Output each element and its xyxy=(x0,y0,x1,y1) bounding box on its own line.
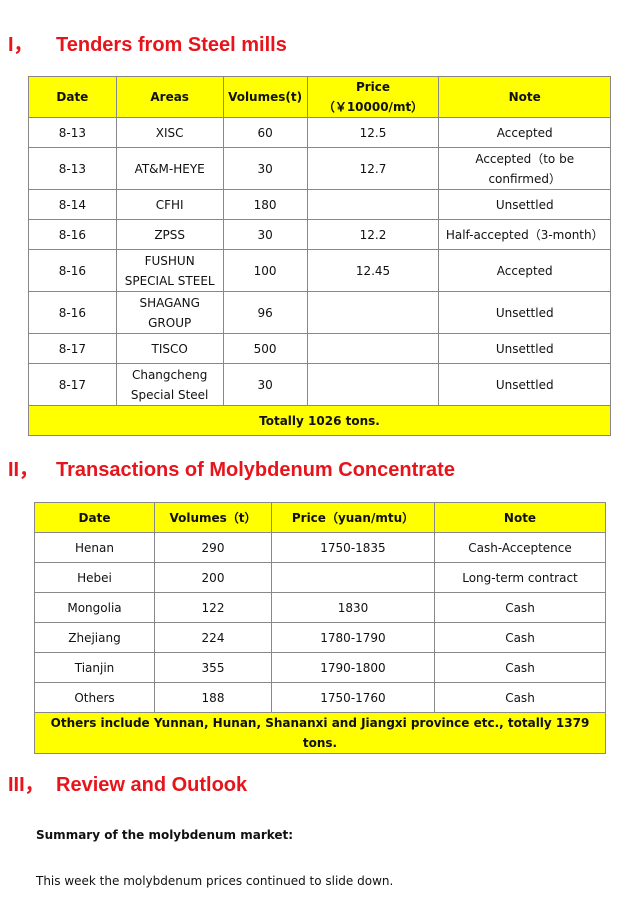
table-cell: 96 xyxy=(222,291,308,334)
table-row: Henan 290 1750-1835 Cash-Acceptence xyxy=(34,532,606,563)
total-row: Others include Yunnan, Hunan, Shananxi a… xyxy=(34,712,606,754)
table-cell: 8-13 xyxy=(28,147,117,190)
table-cell: 1750-1760 xyxy=(271,682,435,713)
table-cell: Accepted xyxy=(438,249,611,292)
column-header: Price（yuan/mtu） xyxy=(271,502,435,533)
table-cell: SHAGANG GROUP xyxy=(115,291,224,334)
table-cell: 60 xyxy=(222,117,308,148)
table-cell: Tianjin xyxy=(34,652,155,683)
table-cell: 8-16 xyxy=(28,291,117,334)
table-cell: 30 xyxy=(222,363,308,406)
table-row: 8-17 TISCO 500 Unsettled xyxy=(28,333,611,364)
table-row: 8-16 ZPSS 30 12.2 Half-accepted（3-month） xyxy=(28,219,611,250)
table-cell: Unsettled xyxy=(438,363,611,406)
table-cell: Cash-Acceptence xyxy=(434,532,606,563)
table-cell: Others xyxy=(34,682,155,713)
table-cell xyxy=(306,363,440,406)
column-header: Note xyxy=(434,502,606,533)
table-cell: CFHI xyxy=(115,189,224,220)
table-cell: 12.2 xyxy=(306,219,440,250)
table-row: 8-14 CFHI 180 Unsettled xyxy=(28,189,611,220)
table-cell: 12.45 xyxy=(306,249,440,292)
table-cell: Zhejiang xyxy=(34,622,155,653)
table-cell: Cash xyxy=(434,652,606,683)
table-cell: 12.7 xyxy=(306,147,440,190)
table-cell: Accepted（to be confirmed） xyxy=(438,147,611,190)
table-cell: 355 xyxy=(154,652,272,683)
table-row: 8-16 FUSHUN SPECIAL STEEL 100 12.45 Accepted xyxy=(28,249,611,292)
table-cell: Unsettled xyxy=(438,333,611,364)
table-cell: 224 xyxy=(154,622,272,653)
table-cell: 100 xyxy=(222,249,308,292)
table-cell: Changcheng Special Steel xyxy=(115,363,224,406)
column-header: Date xyxy=(28,76,117,118)
column-header: Volumes（t） xyxy=(154,502,272,533)
table-row: 8-16 SHAGANG GROUP 96 Unsettled xyxy=(28,291,611,334)
table-cell: Unsettled xyxy=(438,189,611,220)
table-cell: Accepted xyxy=(438,117,611,148)
table-row: Hebei 200 Long-term contract xyxy=(34,562,606,593)
table-cell: 1790-1800 xyxy=(271,652,435,683)
table-cell: Hebei xyxy=(34,562,155,593)
table-cell: Unsettled xyxy=(438,291,611,334)
table-cell: 122 xyxy=(154,592,272,623)
table-row: Mongolia 122 1830 Cash xyxy=(34,592,606,623)
total-row: Totally 1026 tons. xyxy=(28,405,611,436)
table-cell: 1750-1835 xyxy=(271,532,435,563)
column-header: Note xyxy=(438,76,611,118)
table-cell xyxy=(306,189,440,220)
table-cell: 8-14 xyxy=(28,189,117,220)
column-header: Volumes(t) xyxy=(222,76,308,118)
table-cell: 200 xyxy=(154,562,272,593)
table-cell: Henan xyxy=(34,532,155,563)
table-cell: XISC xyxy=(115,117,224,148)
table-cell: 1780-1790 xyxy=(271,622,435,653)
total-cell: Totally 1026 tons. xyxy=(28,405,611,436)
table-cell: Long-term contract xyxy=(434,562,606,593)
total-cell: Others include Yunnan, Hunan, Shananxi a… xyxy=(34,712,606,754)
table-cell: 1830 xyxy=(271,592,435,623)
table-cell: 8-16 xyxy=(28,249,117,292)
table-cell: Mongolia xyxy=(34,592,155,623)
table-row: 8-13 AT&M-HEYE 30 12.7 Accepted（to be confir… xyxy=(28,147,611,190)
table-row: 8-13 XISC 60 12.5 Accepted xyxy=(28,117,611,148)
table-cell xyxy=(271,562,435,593)
table-cell: 290 xyxy=(154,532,272,563)
section-1-heading: I， Tenders from Steel mills xyxy=(8,34,287,56)
steel-mills-tenders-table: Date Areas Volumes(t) Price（￥10000/mt） Note … xyxy=(28,76,611,436)
table-cell xyxy=(306,333,440,364)
section-3-heading: III， Review and Outlook xyxy=(8,774,248,796)
table-cell: Cash xyxy=(434,622,606,653)
summary-label: Summary of the molybdenum market: xyxy=(36,828,294,842)
table-cell: 500 xyxy=(222,333,308,364)
table-cell: 180 xyxy=(222,189,308,220)
table-cell: 30 xyxy=(222,219,308,250)
molybdenum-transactions-table: Date Volumes（t） Price（yuan/mtu） Note Henan 2… xyxy=(34,502,606,754)
table-cell: FUSHUN SPECIAL STEEL xyxy=(115,249,224,292)
table-cell: 8-13 xyxy=(28,117,117,148)
table-cell: Half-accepted（3-month） xyxy=(438,219,611,250)
table-cell: 12.5 xyxy=(306,117,440,148)
table-cell: 188 xyxy=(154,682,272,713)
table-cell: 8-17 xyxy=(28,363,117,406)
table-cell: TISCO xyxy=(115,333,224,364)
column-header: Price（￥10000/mt） xyxy=(306,76,440,118)
table-row: Tianjin 355 1790-1800 Cash xyxy=(34,652,606,683)
table-cell: 8-16 xyxy=(28,219,117,250)
table-cell xyxy=(306,291,440,334)
table-row: Zhejiang 224 1780-1790 Cash xyxy=(34,622,606,653)
table-row: Others 188 1750-1760 Cash xyxy=(34,682,606,713)
summary-text: This week the molybdenum prices continue… xyxy=(36,874,394,888)
table-cell: AT&M-HEYE xyxy=(115,147,224,190)
table-cell: Cash xyxy=(434,592,606,623)
table-row: 8-17 Changcheng Special Steel 30 Unsettled xyxy=(28,363,611,406)
column-header: Date xyxy=(34,502,155,533)
section-2-heading: II， Transactions of Molybdenum Concentrat… xyxy=(8,459,455,481)
table-cell: 8-17 xyxy=(28,333,117,364)
table-cell: ZPSS xyxy=(115,219,224,250)
table-cell: Cash xyxy=(434,682,606,713)
table-cell: 30 xyxy=(222,147,308,190)
column-header: Areas xyxy=(115,76,224,118)
